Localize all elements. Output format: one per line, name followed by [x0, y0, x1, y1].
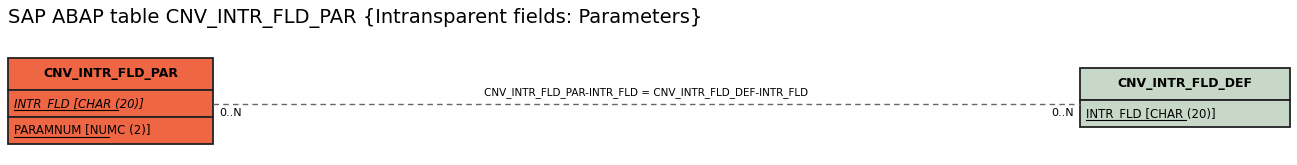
- Text: CNV_INTR_FLD_DEF: CNV_INTR_FLD_DEF: [1118, 78, 1253, 90]
- FancyBboxPatch shape: [8, 90, 213, 117]
- FancyBboxPatch shape: [1080, 68, 1291, 100]
- FancyBboxPatch shape: [8, 58, 213, 90]
- Text: 0..N: 0..N: [219, 108, 241, 117]
- Text: PARAMNUM [NUMC (2)]: PARAMNUM [NUMC (2)]: [14, 124, 150, 137]
- Text: INTR_FLD [CHAR (20)]: INTR_FLD [CHAR (20)]: [1086, 107, 1215, 120]
- Text: INTR_FLD [CHAR (20)]: INTR_FLD [CHAR (20)]: [14, 97, 144, 110]
- FancyBboxPatch shape: [1080, 100, 1291, 127]
- Text: 0..N: 0..N: [1052, 108, 1074, 117]
- FancyBboxPatch shape: [8, 117, 213, 144]
- Text: CNV_INTR_FLD_PAR-INTR_FLD = CNV_INTR_FLD_DEF-INTR_FLD: CNV_INTR_FLD_PAR-INTR_FLD = CNV_INTR_FLD…: [485, 87, 808, 98]
- Text: CNV_INTR_FLD_PAR: CNV_INTR_FLD_PAR: [43, 67, 178, 81]
- Text: SAP ABAP table CNV_INTR_FLD_PAR {Intransparent fields: Parameters}: SAP ABAP table CNV_INTR_FLD_PAR {Intrans…: [8, 8, 703, 28]
